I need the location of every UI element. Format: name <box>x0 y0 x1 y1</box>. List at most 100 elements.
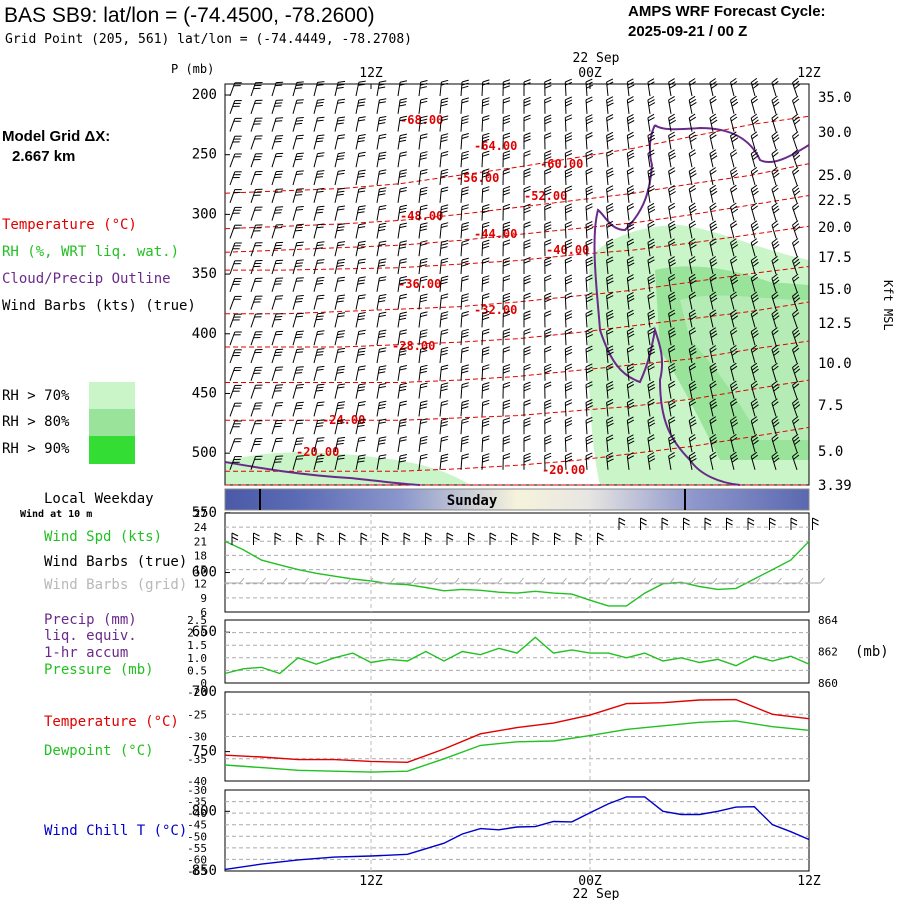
y-tick--25: -25 <box>187 708 207 721</box>
y-tick--35: -35 <box>187 753 207 766</box>
wind-barb-grid <box>245 577 266 584</box>
profile-panel: P (mb) 200 250 300 350 400 450 500 550 600 650 700 7… <box>171 51 895 879</box>
wind-spd-label: Wind Spd (kts) <box>44 529 163 545</box>
y-tick--20: -20 <box>187 686 207 699</box>
isotherm-label: -20.00 <box>296 445 339 459</box>
series-line-wind-chill-t---c- <box>224 796 810 871</box>
wind-barb-true <box>769 517 776 530</box>
series-line-pressure--mb- <box>224 636 810 675</box>
wind-barb-true <box>726 517 733 530</box>
wind-barb-true <box>446 532 454 545</box>
wind-barb-grid <box>546 577 567 584</box>
y-tick-6: 6 <box>200 606 207 619</box>
wind-barb-true <box>790 517 798 530</box>
wind-chill-label: Wind Chill T (°C) <box>44 823 188 839</box>
isotherm-label: -20.00 <box>542 463 585 477</box>
rh-swatch-80 <box>89 409 135 436</box>
isotherm-line <box>224 163 810 230</box>
wind-barb-grid <box>783 577 804 584</box>
pressure-tick-700: 700 <box>192 684 217 700</box>
liq-equiv-label: liq. equiv. <box>44 628 137 644</box>
pressure-tick-400: 400 <box>192 326 217 342</box>
top-time-tick-0: 12Z <box>359 66 383 81</box>
isotherm-line <box>225 225 810 271</box>
isotherm-label: -52.00 <box>524 189 567 203</box>
wind-barb-grid <box>589 577 610 584</box>
wind-barb-grid <box>654 577 675 584</box>
y-tick-15: 15 <box>194 564 207 577</box>
height-tick-5: 17.5 <box>818 250 852 266</box>
wind-barb-true <box>704 517 712 530</box>
panel-temperature: -40 -35 -30 -25 -20 <box>187 686 810 788</box>
wind-barb-true <box>597 532 604 545</box>
model-grid-label: Model Grid ΔX: <box>2 128 111 145</box>
legend-temperature: Temperature (°C) <box>2 217 137 233</box>
wind-barb-grid <box>460 577 481 584</box>
rh-swatch-90 <box>89 436 135 464</box>
y-tick-2.5: 2.5 <box>187 614 207 627</box>
grid-point-label: Grid Point (205, 561) lat/lon = (-74.444… <box>5 32 412 47</box>
wind-barb-grid <box>675 577 696 584</box>
height-axis-label: Kft MSL <box>881 280 895 331</box>
wind-barb-true <box>683 517 690 530</box>
pressure-tick-350: 350 <box>192 266 217 282</box>
pressure-tick-500: 500 <box>192 445 217 461</box>
wind-barbs-grid-label: Wind Barbs (grid) <box>44 577 188 593</box>
pressure-tick-200: 200 <box>192 87 217 103</box>
isotherm-line <box>225 266 810 315</box>
isotherm-line <box>225 340 810 383</box>
series-line-dewpoint---c- <box>224 720 810 773</box>
isotherm-label: -44.00 <box>474 227 517 241</box>
wind-barb-grid <box>353 577 374 584</box>
wind-barbs-true-label: Wind Barbs (true) <box>44 554 188 570</box>
wind-barb-grid <box>267 577 288 584</box>
height-tick-11: 3.39 <box>818 478 852 494</box>
wind-barb-true <box>747 517 755 530</box>
series-line-wind-spd--kts- <box>224 540 810 607</box>
wind-barb-grid <box>288 577 309 584</box>
panel-frame <box>224 512 810 613</box>
wind-barb-grid <box>396 577 417 584</box>
y-tick-12: 12 <box>194 578 207 591</box>
wind-barb-grid <box>632 577 653 584</box>
pressure-tick-862: 862 <box>818 646 838 659</box>
pressure-tick-860: 860 <box>818 677 838 690</box>
wind-barb-grid <box>439 577 460 584</box>
wind-barb-grid <box>804 577 825 584</box>
pressure-tick-300: 300 <box>192 206 217 222</box>
wind-barb-true <box>317 532 325 545</box>
wind-barb-true <box>360 532 368 545</box>
wind-barb-grid <box>331 577 352 584</box>
pressure-unit: (mb) <box>855 644 889 660</box>
accum-label: 1-hr accum <box>44 645 129 661</box>
pressure-tick-250: 250 <box>192 147 217 163</box>
y-tick--30: -30 <box>187 784 207 797</box>
y-tick-27: 27 <box>194 507 207 520</box>
cloud-outline-low <box>224 461 421 486</box>
y-tick-18: 18 <box>194 549 207 562</box>
height-tick-10: 5.0 <box>818 444 843 460</box>
pressure-axis-label: P (mb) <box>171 62 214 76</box>
wind-barb-true <box>403 532 411 545</box>
legend-rh: RH (%, WRT liq. wat.) <box>2 244 180 260</box>
wind-barb-true <box>274 532 282 545</box>
y-tick-0: 0 <box>200 677 207 690</box>
wind-barb-true <box>812 517 819 530</box>
height-tick-0: 35.0 <box>818 90 852 106</box>
bottom-time-tick-2: 12Z <box>797 874 821 889</box>
cycle-value: 2025-09-21 / 00 Z <box>628 23 748 40</box>
y-tick-24: 24 <box>194 521 208 534</box>
wind-barb-true <box>575 532 583 545</box>
y-tick--55: -55 <box>187 842 207 855</box>
bottom-time-tick-1: 00Z <box>578 874 602 889</box>
isotherm-label: -60.00 <box>540 157 583 171</box>
top-time-tick-2: 12Z <box>797 66 821 81</box>
wind-barb-grid <box>568 577 589 584</box>
isotherm-label: -40.00 <box>546 243 589 257</box>
height-tick-2: 25.0 <box>818 168 852 184</box>
isotherm-label: -32.00 <box>474 303 517 317</box>
isotherm-label: -64.00 <box>474 139 517 153</box>
rh-level-70: RH > 70% <box>2 388 70 404</box>
pressure-tick-850: 850 <box>192 863 217 879</box>
